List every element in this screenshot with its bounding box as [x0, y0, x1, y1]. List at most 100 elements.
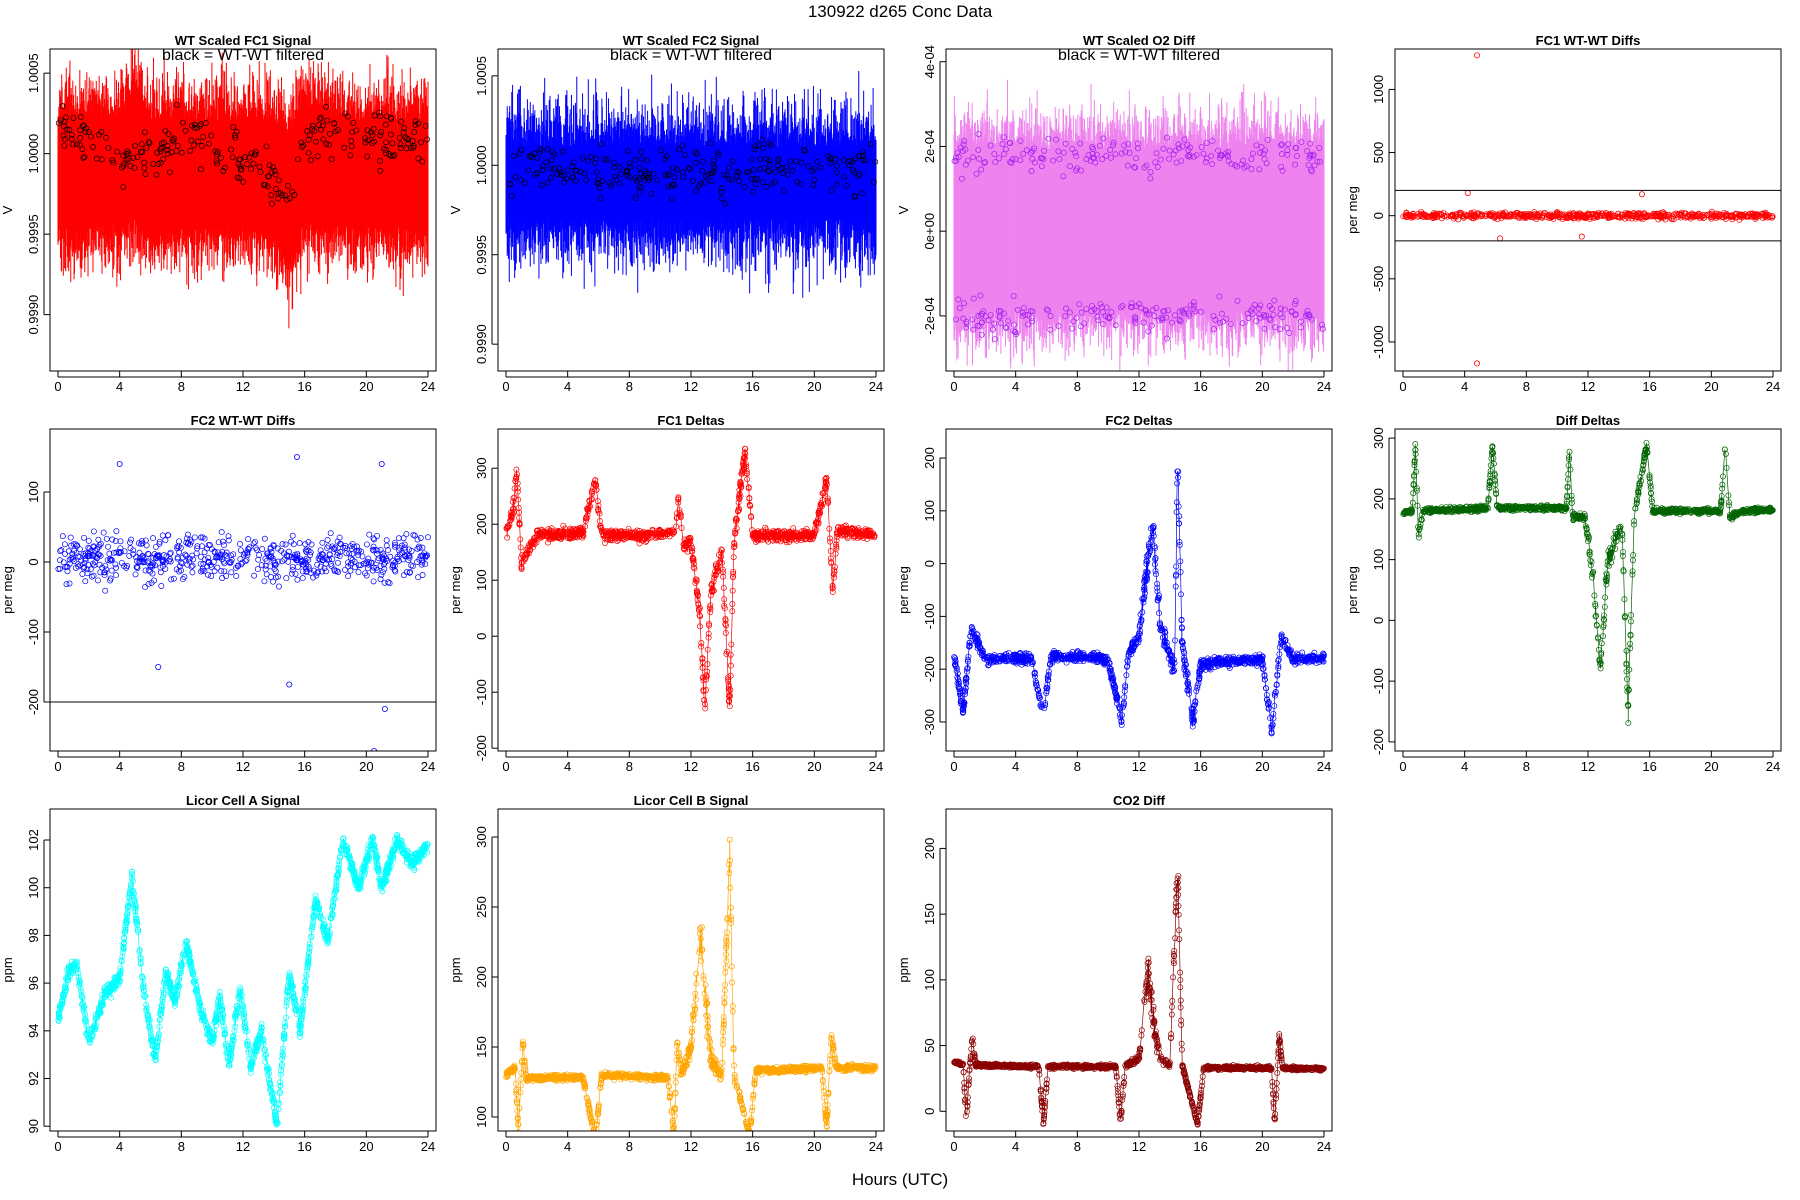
- data-point: [1011, 321, 1017, 328]
- plot-area: [55, 49, 431, 329]
- data-point: [611, 159, 618, 166]
- data-point: [283, 575, 290, 582]
- data-point: [1151, 313, 1158, 319]
- data-point: [1108, 309, 1115, 316]
- data-point: [145, 558, 152, 565]
- data-point: [364, 153, 371, 160]
- data-point: [973, 170, 980, 177]
- data-point: [624, 148, 631, 155]
- data-point: [139, 149, 146, 156]
- data-point: [975, 131, 982, 137]
- data-point: [348, 560, 355, 567]
- data-point: [236, 156, 243, 163]
- data-point: [1008, 159, 1015, 166]
- data-point: [57, 548, 64, 554]
- data-point: [741, 183, 748, 190]
- data-point: [321, 565, 328, 572]
- data-point: [534, 170, 541, 176]
- data-point: [1124, 162, 1131, 169]
- data-point: [1238, 161, 1245, 168]
- data-point: [1070, 318, 1077, 325]
- data-point: [626, 160, 633, 167]
- data-point: [1307, 153, 1314, 160]
- data-point: [239, 559, 246, 566]
- data-point: [344, 113, 351, 120]
- data-point: [388, 115, 395, 122]
- data-point: [334, 559, 341, 566]
- data-point: [1278, 163, 1285, 170]
- data-point: [1140, 319, 1147, 326]
- data-point: [1307, 140, 1314, 147]
- data-point: [1306, 154, 1313, 161]
- data-point: [307, 132, 313, 139]
- data-point: [671, 182, 678, 188]
- data-point: [61, 118, 68, 125]
- data-point: [544, 146, 551, 153]
- data-point: [958, 175, 965, 182]
- data-point: [389, 140, 396, 147]
- data-point: [1142, 307, 1149, 313]
- data-point: [1668, 213, 1675, 220]
- data-point: [763, 184, 770, 191]
- data-point: [1311, 162, 1318, 169]
- data-point: [320, 122, 326, 129]
- data-point: [233, 128, 240, 135]
- data-point: [112, 538, 119, 544]
- x-tick-label: 0: [54, 379, 61, 394]
- data-point: [359, 553, 366, 560]
- data-point: [244, 549, 251, 556]
- data-point: [1131, 317, 1138, 324]
- data-point: [306, 566, 313, 573]
- data-point: [309, 122, 316, 129]
- data-point: [98, 129, 105, 135]
- data-point: [256, 552, 263, 558]
- data-point: [1096, 142, 1103, 149]
- data-point: [223, 549, 230, 556]
- data-point: [335, 569, 342, 575]
- x-tick-label: 4: [116, 379, 123, 394]
- data-point: [1198, 144, 1205, 151]
- data-point: [263, 143, 270, 150]
- data-point: [1002, 146, 1009, 153]
- data-point: [969, 316, 976, 323]
- data-point: [1637, 211, 1644, 218]
- data-point: [1177, 318, 1184, 325]
- data-point: [556, 165, 563, 172]
- data-point: [124, 563, 131, 569]
- data-point: [1319, 325, 1326, 332]
- y-tick-label: 0.9995: [26, 214, 41, 254]
- data-point: [703, 173, 710, 180]
- data-point: [752, 181, 759, 188]
- data-point: [73, 549, 80, 556]
- data-point: [255, 556, 262, 563]
- data-point: [312, 138, 319, 145]
- data-point: [692, 149, 699, 155]
- data-point: [557, 172, 564, 179]
- data-point: [307, 552, 314, 558]
- data-point: [1005, 317, 1012, 324]
- data-point: [145, 550, 152, 557]
- data-point: [569, 163, 576, 170]
- data-point: [611, 164, 617, 171]
- data-point: [1012, 156, 1019, 163]
- data-point: [532, 171, 539, 178]
- data-point: [593, 155, 600, 162]
- data-point: [395, 557, 402, 564]
- data-point: [1203, 155, 1210, 162]
- data-point: [151, 577, 157, 584]
- data-point: [263, 571, 270, 578]
- data-point: [70, 541, 77, 548]
- data-point: [228, 556, 235, 563]
- data-point: [1678, 209, 1685, 216]
- data-point: [657, 147, 664, 154]
- data-point: [57, 117, 64, 124]
- data-point: [961, 300, 967, 307]
- data-point: [236, 175, 243, 182]
- data-point: [1410, 213, 1417, 220]
- data-point: [1257, 149, 1263, 156]
- data-point: [1209, 138, 1216, 145]
- data-point: [131, 164, 138, 171]
- data-point: [671, 174, 678, 180]
- data-point: [862, 156, 869, 163]
- data-point: [777, 166, 784, 173]
